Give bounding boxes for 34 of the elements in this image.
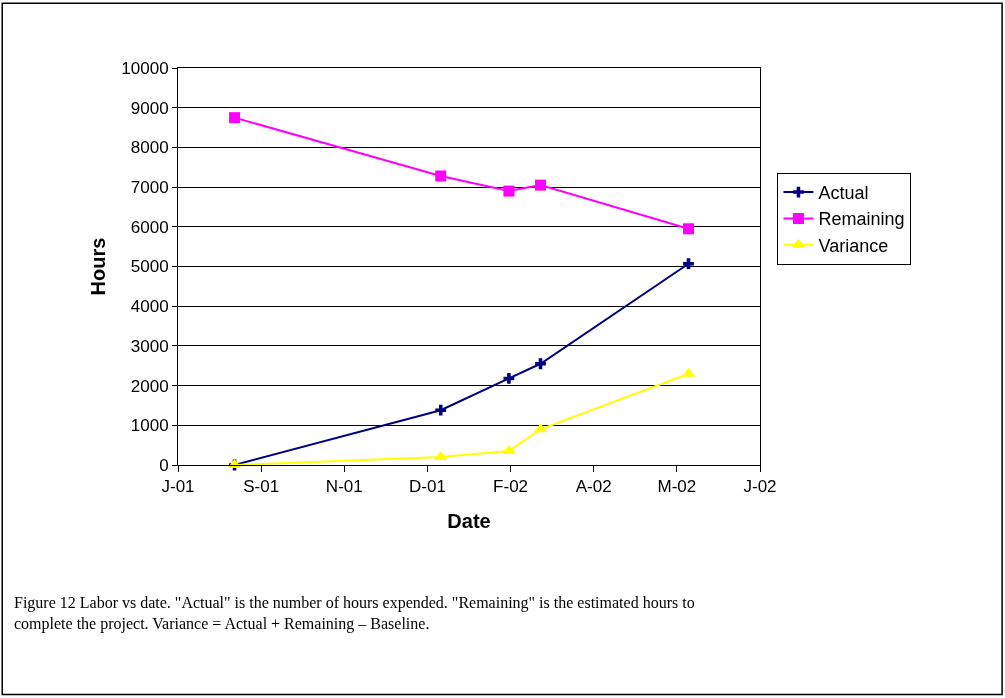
x-tick-label: S-01 (243, 477, 280, 497)
y-tick-label: 1000 (130, 416, 169, 436)
y-tick-label: 4000 (130, 297, 169, 317)
point (503, 185, 515, 197)
y-tick-label: 0 (159, 455, 169, 475)
point (435, 404, 447, 416)
x-tick-label: A-02 (575, 477, 612, 497)
point (229, 112, 241, 124)
legend-label: Actual (818, 183, 869, 204)
caption: Figure 12 Labor vs date. "Actual" is the number of hours expended. "Remaining" is the estimated hours to complete the project. Variance = Actual + Remaining – Baseline. (14, 594, 695, 633)
x-tick-label: J-01 (161, 477, 195, 497)
x-axis-title: Date (447, 509, 491, 532)
y-axis-title: Hours (86, 237, 109, 296)
y-tick-label: 5000 (130, 257, 169, 277)
legend-label: Remaining (818, 209, 905, 230)
x-tick-label: N-01 (325, 477, 363, 497)
x-tick-label: M-02 (657, 477, 697, 497)
point (535, 358, 546, 370)
point (535, 179, 546, 191)
point (435, 170, 447, 182)
y-tick-label: 7000 (130, 178, 169, 198)
legend-label: Variance (818, 235, 889, 256)
point (503, 373, 515, 384)
x-tick-label: J-02 (743, 477, 777, 497)
point (683, 258, 694, 270)
x-tick-label: F-02 (493, 477, 529, 497)
y-tick-label: 9000 (130, 98, 169, 118)
y-tick-label: 8000 (130, 138, 169, 158)
y-tick-label: 3000 (130, 336, 169, 356)
y-tick-label: 6000 (130, 217, 169, 237)
x-tick-label: D-01 (409, 477, 446, 497)
y-tick-label: 10000 (121, 58, 169, 78)
point (683, 223, 694, 235)
y-tick-label: 2000 (130, 376, 169, 396)
